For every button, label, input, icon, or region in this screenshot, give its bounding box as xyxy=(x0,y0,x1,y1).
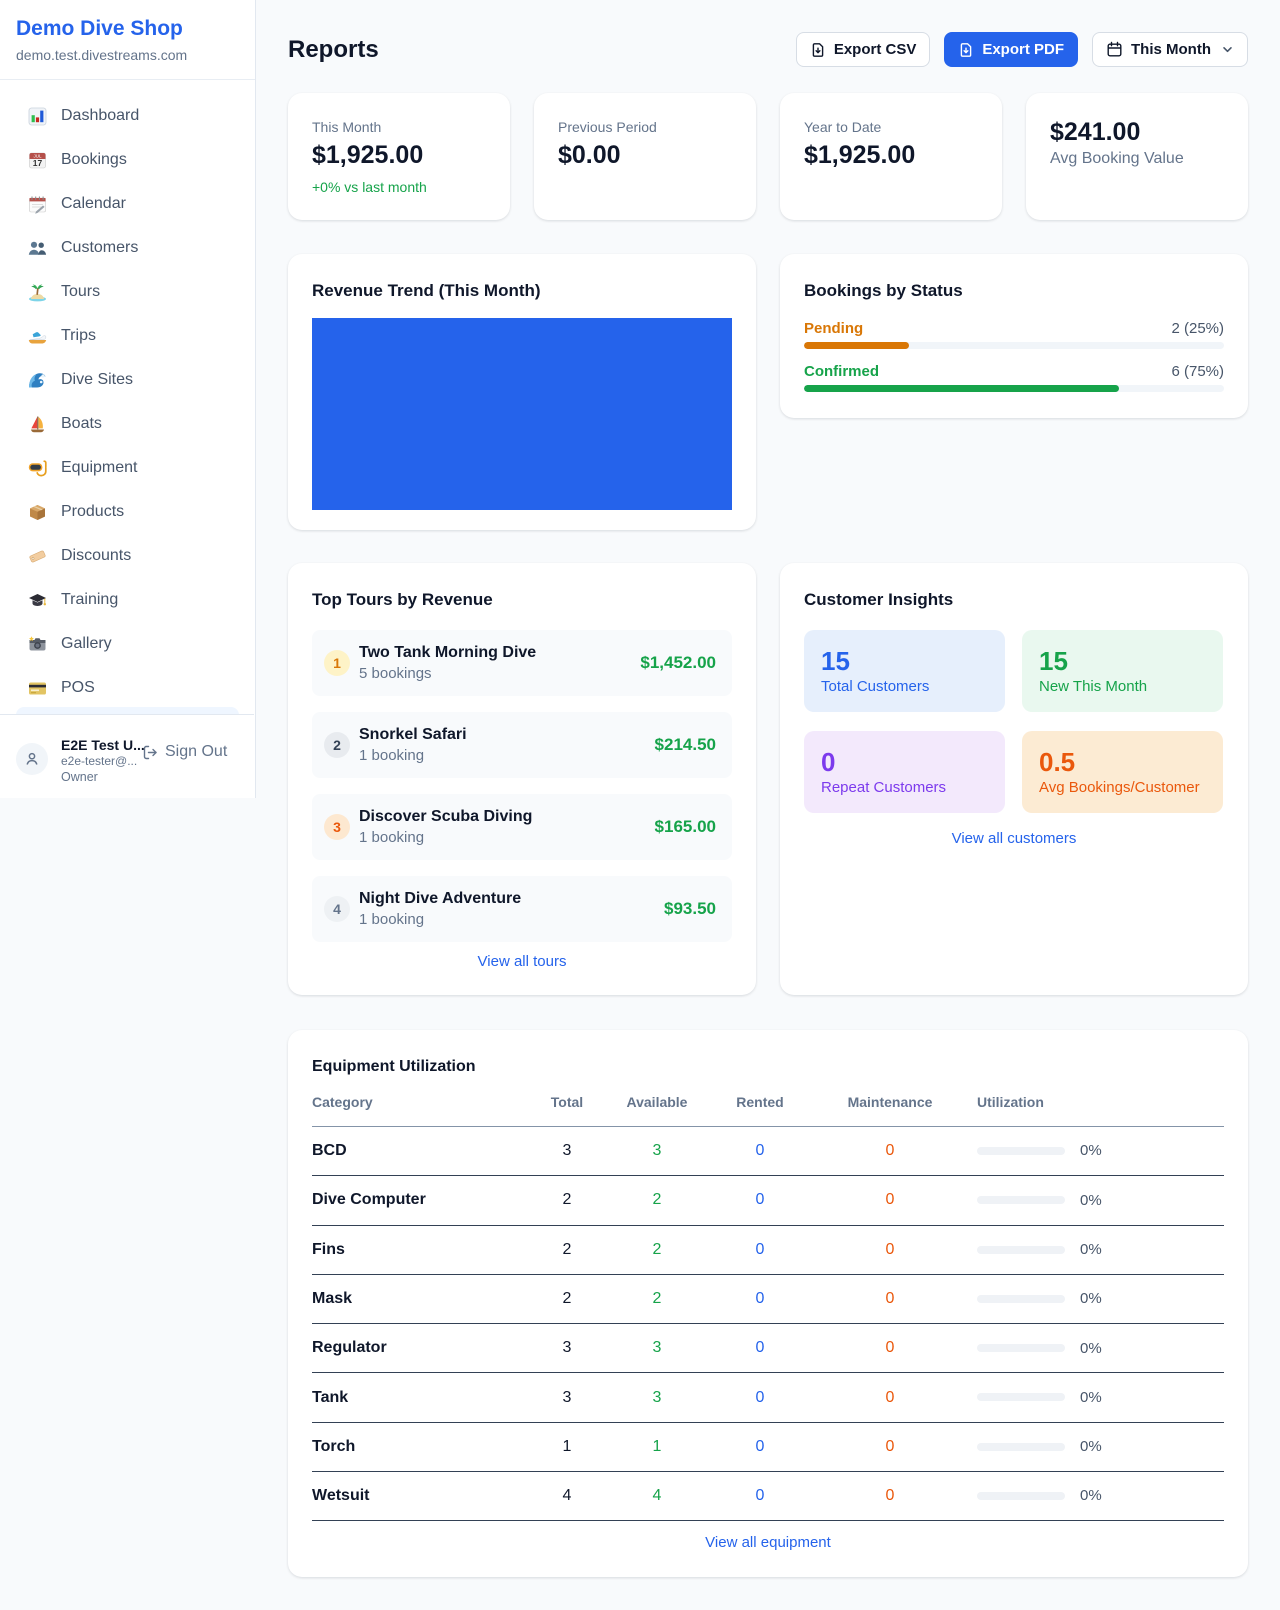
svg-text:17: 17 xyxy=(33,158,43,168)
svg-text:JUL: JUL xyxy=(33,153,41,158)
